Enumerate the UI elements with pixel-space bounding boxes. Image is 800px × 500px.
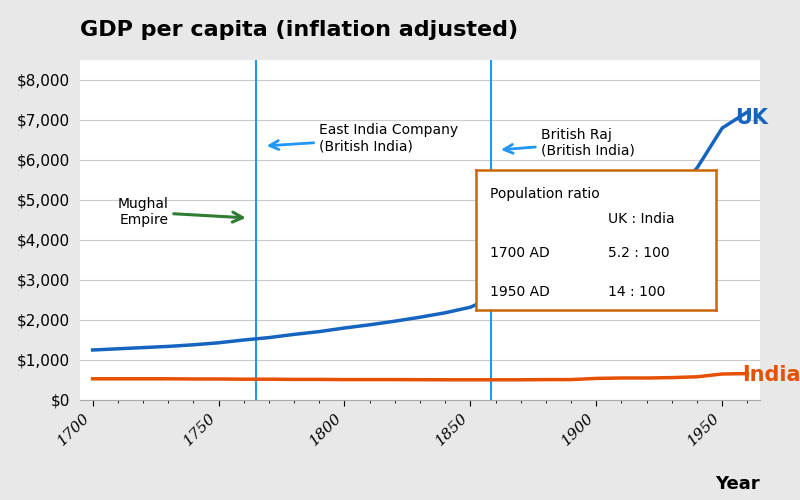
Text: India: India bbox=[742, 365, 800, 385]
Text: Year: Year bbox=[715, 475, 760, 493]
Text: UK: UK bbox=[735, 108, 768, 128]
Text: 5.2 : 100: 5.2 : 100 bbox=[608, 246, 670, 260]
Text: 14 : 100: 14 : 100 bbox=[608, 285, 666, 299]
Text: Population ratio: Population ratio bbox=[490, 187, 600, 201]
Text: GDP per capita (inflation adjusted): GDP per capita (inflation adjusted) bbox=[80, 20, 518, 40]
Text: 1950 AD: 1950 AD bbox=[490, 285, 550, 299]
Text: Mughal
Empire: Mughal Empire bbox=[118, 197, 242, 227]
Text: British Raj
(British India): British Raj (British India) bbox=[504, 128, 634, 158]
Text: East India Company
(British India): East India Company (British India) bbox=[270, 123, 458, 153]
Text: UK : India: UK : India bbox=[608, 212, 674, 226]
Text: 1700 AD: 1700 AD bbox=[490, 246, 550, 260]
